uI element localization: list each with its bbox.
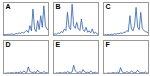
svg-text:F: F <box>106 41 111 48</box>
svg-text:C: C <box>106 3 111 10</box>
svg-text:E: E <box>56 41 61 48</box>
svg-text:B: B <box>56 3 61 10</box>
svg-text:A: A <box>6 3 11 10</box>
svg-text:D: D <box>6 41 11 48</box>
